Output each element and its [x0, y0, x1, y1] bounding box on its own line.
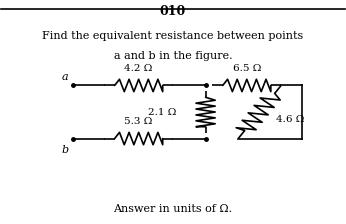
- Text: Answer in units of Ω.: Answer in units of Ω.: [113, 204, 233, 214]
- Text: 4.6 Ω: 4.6 Ω: [276, 115, 304, 124]
- Text: a: a: [62, 72, 68, 82]
- Text: b: b: [61, 145, 68, 155]
- Text: a and b in the figure.: a and b in the figure.: [114, 51, 232, 61]
- Text: 2.1 Ω: 2.1 Ω: [148, 108, 176, 116]
- Text: 5.3 Ω: 5.3 Ω: [125, 117, 153, 126]
- Text: 6.5 Ω: 6.5 Ω: [233, 64, 261, 73]
- Text: Find the equivalent resistance between points: Find the equivalent resistance between p…: [42, 31, 304, 41]
- Text: 4.2 Ω: 4.2 Ω: [125, 64, 153, 73]
- Text: 010: 010: [160, 5, 186, 18]
